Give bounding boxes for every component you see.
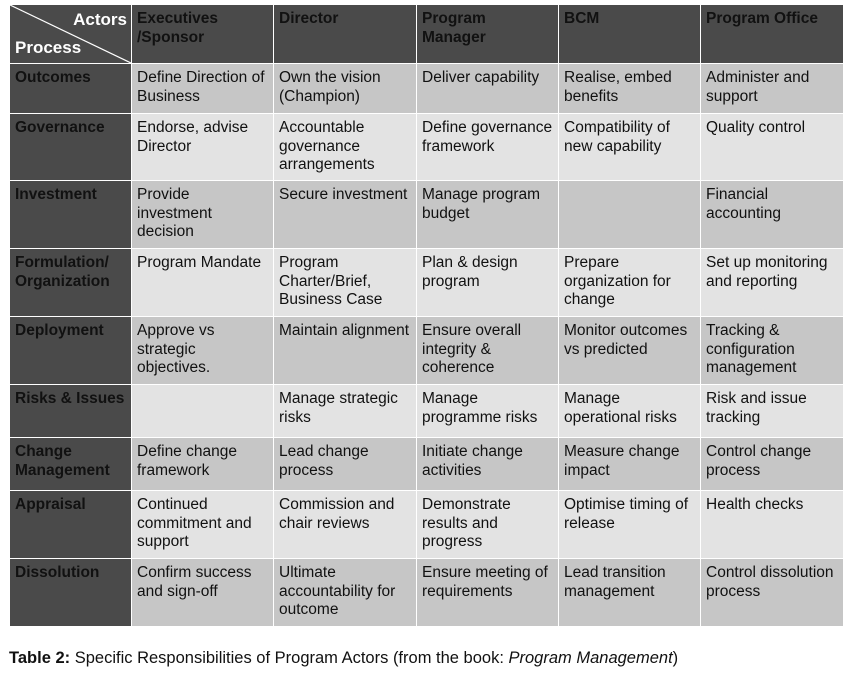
row-header: Risks & Issues [9, 384, 132, 438]
table-cell: Endorse, advise Director [131, 113, 274, 181]
diagonal-divider [10, 5, 131, 63]
table-cell: Manage strategic risks [273, 384, 417, 438]
table-cell: Maintain alignment [273, 316, 417, 385]
table-cell: Approve vs strategic objectives. [131, 316, 274, 385]
process-header: Process [15, 37, 82, 57]
row-header: Deployment [9, 316, 132, 385]
table-cell: Initiate change activities [416, 437, 559, 491]
table-row: Risks & Issues Manage strategic risks Ma… [9, 384, 844, 438]
table-cell: Health checks [700, 490, 844, 559]
table-cell [558, 180, 701, 249]
table-cell: Monitor outcomes vs predicted [558, 316, 701, 385]
table-cell: Measure change impact [558, 437, 701, 491]
table-cell: Ultimate accountability for outcome [273, 558, 417, 627]
table-cell: Plan & design program [416, 248, 559, 317]
table-cell: Manage program budget [416, 180, 559, 249]
table-cell: Manage operational risks [558, 384, 701, 438]
caption-end: ) [672, 649, 679, 667]
table-row: Investment Provide investment decision S… [9, 180, 844, 249]
table-cell: Set up monitoring and reporting [700, 248, 844, 317]
column-header-executives: Executives /Sponsor [131, 4, 274, 64]
table-cell: Quality control [700, 113, 844, 181]
table-row: Appraisal Continued commitment and suppo… [9, 490, 844, 559]
row-header: Dissolution [9, 558, 132, 627]
table-cell: Lead transition management [558, 558, 701, 627]
table-cell: Optimise timing of release [558, 490, 701, 559]
caption-text: Specific Responsibilities of Program Act… [70, 649, 509, 667]
table-cell: Continued commitment and support [131, 490, 274, 559]
column-header-bcm: BCM [558, 4, 701, 64]
table-cell: Own the vision (Champion) [273, 63, 417, 114]
table-cell: Risk and issue tracking [700, 384, 844, 438]
table-row: Governance Endorse, advise Director Acco… [9, 113, 844, 181]
table-cell: Compatibility of new capability [558, 113, 701, 181]
table-row: Outcomes Define Direction of Business Ow… [9, 63, 844, 114]
table-row: Deployment Approve vs strategic objectiv… [9, 316, 844, 385]
table-cell: Commission and chair reviews [273, 490, 417, 559]
caption-book-title: Program Management [508, 649, 673, 667]
table-cell: Program Charter/Brief, Business Case [273, 248, 417, 317]
column-header-director: Director [273, 4, 417, 64]
table-cell: Secure investment [273, 180, 417, 249]
table-cell: Provide investment decision [131, 180, 274, 249]
actors-header: Actors [73, 10, 127, 29]
table-cell: Control change process [700, 437, 844, 491]
header-corner-cell: Actors Process [9, 4, 132, 64]
row-header: Appraisal [9, 490, 132, 559]
table-cell: Confirm success and sign-off [131, 558, 274, 627]
table-cell: Define change framework [131, 437, 274, 491]
row-header: Outcomes [9, 63, 132, 114]
table-cell: Realise, embed benefits [558, 63, 701, 114]
table-cell: Manage programme risks [416, 384, 559, 438]
table-cell: Administer and support [700, 63, 844, 114]
row-header: Investment [9, 180, 132, 249]
table-row: Formulation/ Organization Program Mandat… [9, 248, 844, 317]
table-caption: Table 2: Specific Responsibilities of Pr… [9, 649, 678, 668]
column-header-program-office: Program Office [700, 4, 844, 64]
table-cell: Financial accounting [700, 180, 844, 249]
table-cell: Define Direction of Business [131, 63, 274, 114]
table-cell: Accountable governance arrangements [273, 113, 417, 181]
responsibilities-table: Actors Process Executives /Sponsor Direc… [9, 4, 844, 627]
table-row: Dissolution Confirm success and sign-off… [9, 558, 844, 627]
table-cell: Prepare organization for change [558, 248, 701, 317]
table-cell: Tracking & configuration management [700, 316, 844, 385]
row-header: Change Management [9, 437, 132, 491]
table-cell: Deliver capability [416, 63, 559, 114]
table-cell [131, 384, 274, 438]
table-cell: Demonstrate results and progress [416, 490, 559, 559]
caption-label: Table 2: [9, 649, 71, 667]
table-cell: Program Mandate [131, 248, 274, 317]
table-row: Change Management Define change framewor… [9, 437, 844, 491]
table-cell: Ensure meeting of requirements [416, 558, 559, 627]
row-header: Governance [9, 113, 132, 181]
column-header-program-manager: Program Manager [416, 4, 559, 64]
row-header: Formulation/ Organization [9, 248, 132, 317]
table-cell: Lead change process [273, 437, 417, 491]
table-cell: Ensure overall integrity & coherence [416, 316, 559, 385]
table-cell: Define governance framework [416, 113, 559, 181]
table-cell: Control dissolution process [700, 558, 844, 627]
